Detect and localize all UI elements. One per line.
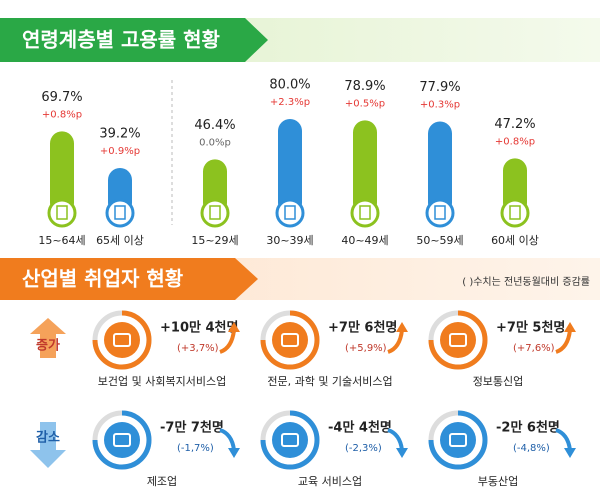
icon-doc — [114, 205, 126, 220]
icon-glyph — [113, 433, 131, 447]
value-label: 69.7% — [41, 90, 82, 105]
row-label: 감소 — [36, 431, 60, 446]
icon — [440, 422, 476, 458]
header-tab — [0, 258, 258, 300]
trend-arrow-head — [396, 322, 408, 332]
amount: -7만 7천명 — [160, 420, 224, 436]
industry-name: 정보통신업 — [473, 375, 524, 388]
age-label: 50~59세 — [416, 234, 463, 247]
trend-arrow — [219, 428, 236, 451]
rate: (+5,9%) — [345, 343, 387, 354]
icon-ring-accent — [428, 310, 488, 370]
bar — [428, 121, 452, 215]
trend-arrow — [219, 329, 236, 354]
icon — [275, 198, 305, 228]
trend-arrow — [555, 428, 572, 451]
value-label: 80.0% — [269, 78, 310, 93]
icon-ring-accent — [92, 410, 152, 470]
icon — [105, 198, 135, 228]
trend-arrow — [555, 329, 572, 354]
trend-arrow — [387, 329, 404, 354]
age-label: 65세 이상 — [96, 234, 144, 247]
icon — [104, 422, 140, 458]
icon-ring-accent — [260, 410, 320, 470]
amount: +7만 6천명 — [328, 320, 397, 336]
icon-glyph — [113, 333, 131, 347]
rate: (+7,6%) — [513, 343, 555, 354]
industry-name: 교육 서비스업 — [298, 475, 362, 488]
row-label: 증가 — [36, 339, 60, 354]
bar — [353, 120, 377, 215]
change-label: +0.5%p — [345, 98, 385, 109]
value-label: 46.4% — [194, 118, 235, 133]
amount: +10만 4천명 — [160, 320, 238, 336]
rate: (-4,8%) — [513, 443, 550, 454]
change-label: +0.3%p — [420, 100, 460, 111]
industry-name: 부동산업 — [478, 475, 518, 488]
bar — [278, 119, 302, 215]
value-label: 47.2% — [494, 117, 535, 132]
icon-ring-accent — [428, 410, 488, 470]
icon — [47, 198, 77, 228]
header-tab — [0, 18, 268, 62]
note: ( )수치는 전년동월대비 증감률 — [462, 276, 590, 288]
trend-arrow-head — [564, 448, 576, 458]
down-arrow — [30, 422, 66, 468]
icon — [500, 198, 530, 228]
value-label: 39.2% — [99, 126, 140, 141]
section-title: 연령계층별 고용률 현황 — [22, 28, 221, 52]
icon — [272, 422, 308, 458]
age-label: 30~39세 — [266, 234, 313, 247]
change-label: +2.3%p — [270, 97, 310, 108]
icon — [104, 322, 140, 358]
industry-name: 보건업 및 사회복지서비스업 — [98, 375, 226, 388]
icon-glyph — [281, 433, 299, 447]
age-label: 15~29세 — [191, 234, 238, 247]
change-label: 0.0%p — [199, 137, 231, 148]
trend-arrow-head — [228, 448, 240, 458]
industry-name: 제조업 — [147, 475, 177, 488]
trend-arrow-head — [228, 322, 240, 332]
age-label: 15~64세 — [38, 234, 85, 247]
value-label: 77.9% — [419, 80, 460, 95]
value-label: 78.9% — [344, 79, 385, 94]
industry-name: 전문, 과학 및 기술서비스업 — [267, 375, 392, 388]
rate: (+3,7%) — [177, 343, 219, 354]
icon-doc — [56, 205, 68, 220]
icon-doc — [509, 205, 521, 220]
icon — [440, 322, 476, 358]
change-label: +0.8%p — [495, 136, 535, 147]
trend-arrow-head — [396, 448, 408, 458]
icon-doc — [209, 205, 221, 220]
amount: -4만 4천명 — [328, 420, 392, 436]
up-arrow — [30, 318, 66, 358]
icon-doc — [434, 205, 446, 220]
change-label: +0.8%p — [42, 109, 82, 120]
age-label: 60세 이상 — [491, 234, 539, 247]
rate: (-1,7%) — [177, 443, 214, 454]
bar — [50, 131, 74, 215]
icon — [350, 198, 380, 228]
icon — [425, 198, 455, 228]
icon-glyph — [449, 333, 467, 347]
icon-ring-accent — [260, 310, 320, 370]
age-label: 40~49세 — [341, 234, 388, 247]
icon-glyph — [281, 333, 299, 347]
change-label: +0.9%p — [100, 146, 140, 157]
amount: -2만 6천명 — [496, 420, 560, 436]
amount: +7만 5천명 — [496, 320, 565, 336]
icon-ring-accent — [92, 310, 152, 370]
trend-arrow — [387, 428, 404, 451]
icon-doc — [284, 205, 296, 220]
section-title: 산업별 취업자 현황 — [22, 267, 184, 291]
rate: (-2,3%) — [345, 443, 382, 454]
icon-glyph — [449, 433, 467, 447]
trend-arrow-head — [564, 322, 576, 332]
icon-doc — [359, 205, 371, 220]
icon — [272, 322, 308, 358]
icon — [200, 198, 230, 228]
